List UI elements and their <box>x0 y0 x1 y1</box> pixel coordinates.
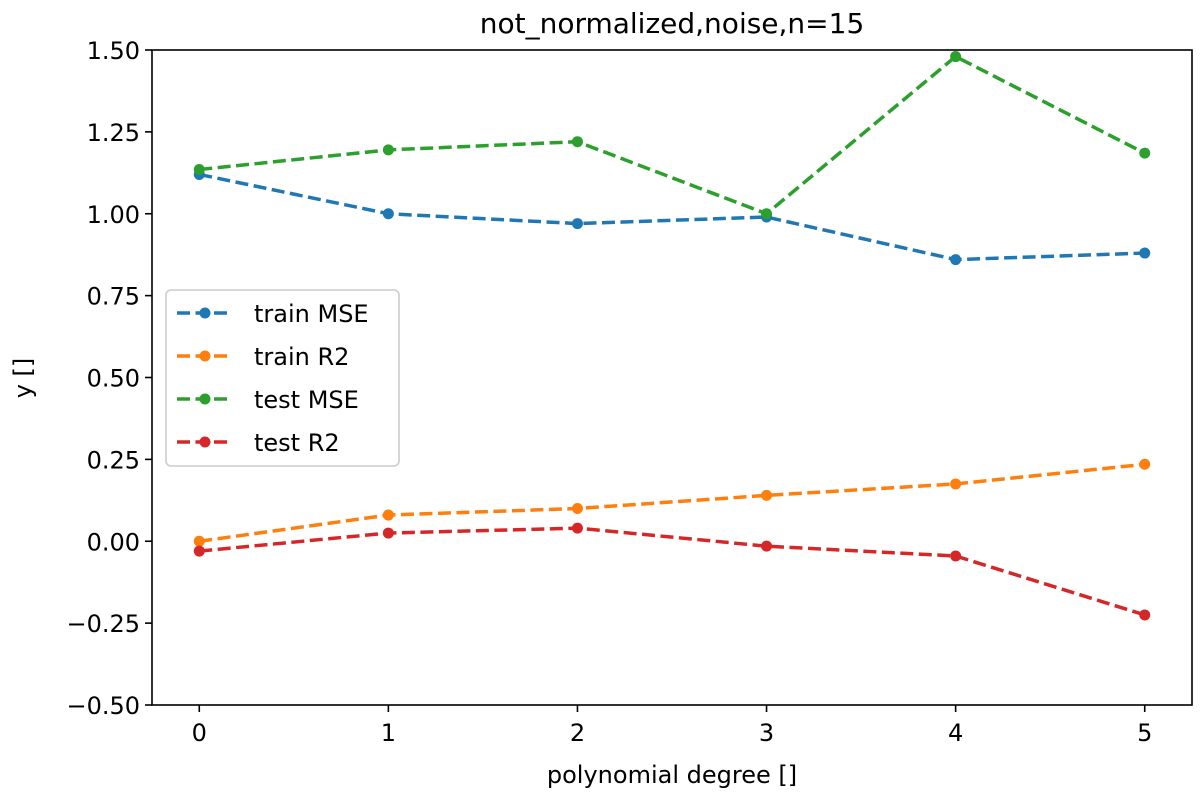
x-tick-label: 5 <box>1137 719 1152 747</box>
x-tick-label: 1 <box>381 719 396 747</box>
y-tick-label: 1.50 <box>87 37 140 65</box>
data-point-test-mse <box>382 144 394 156</box>
data-point-test-mse <box>193 164 205 176</box>
legend-item-train-mse: train MSE <box>177 300 369 328</box>
y-tick-label: 0.00 <box>87 528 140 556</box>
x-tick-label: 0 <box>192 719 207 747</box>
y-tick-label: 1.00 <box>87 201 140 229</box>
series-test-mse <box>193 51 1151 220</box>
data-point-train-mse <box>1139 247 1151 259</box>
data-point-train-r2 <box>193 535 205 547</box>
legend: train MSE train R2 test MSE test R2 <box>165 289 400 467</box>
y-tick-label: 0.75 <box>87 283 140 311</box>
data-point-test-r2 <box>382 527 394 539</box>
series-line-train-r2 <box>199 462 1145 543</box>
legend-marker <box>199 393 211 405</box>
data-point-train-mse <box>950 254 962 266</box>
legend-marker <box>199 307 211 319</box>
data-point-train-r2 <box>950 478 962 490</box>
axes: 0 1 2 3 4 5 −0.50 −0.25 0.00 0.25 0.50 0.75 1.00 1.25… <box>66 37 1193 747</box>
data-point-train-r2 <box>761 489 773 501</box>
plot-area <box>193 51 1151 621</box>
data-point-test-mse <box>950 51 962 63</box>
x-tick-label: 2 <box>570 719 585 747</box>
series-train-r2 <box>193 458 1151 547</box>
data-point-test-r2 <box>1139 609 1151 621</box>
data-point-train-r2 <box>1139 458 1151 470</box>
x-tick-label: 4 <box>948 719 963 747</box>
y-tick-label: 1.25 <box>87 119 140 147</box>
legend-label: test R2 <box>254 429 340 457</box>
legend-marker <box>199 436 211 448</box>
series-line-test-r2 <box>199 526 1146 617</box>
legend-item-test-mse: test MSE <box>177 386 359 414</box>
x-tick-label: 3 <box>759 719 774 747</box>
y-tick-label: 0.50 <box>87 365 140 393</box>
legend-item-train-r2: train R2 <box>177 343 349 371</box>
y-tick-label: −0.50 <box>66 692 140 720</box>
chart-title: not_normalized,noise,n=15 <box>480 7 865 40</box>
data-point-test-mse <box>761 208 773 220</box>
legend-label: train MSE <box>254 300 369 328</box>
series-line-train-mse <box>198 172 1145 262</box>
legend-box <box>165 289 400 467</box>
data-point-train-r2 <box>382 509 394 521</box>
x-axis-label: polynomial degree [] <box>547 761 797 789</box>
series-train-mse <box>193 168 1151 266</box>
data-point-train-mse <box>571 218 583 230</box>
data-point-test-r2 <box>571 522 583 534</box>
y-axis-label: y [] <box>9 358 37 399</box>
y-tick-label: −0.25 <box>66 610 140 638</box>
legend-label: train R2 <box>254 343 349 371</box>
data-point-train-r2 <box>571 503 583 514</box>
data-point-test-mse <box>1139 147 1151 159</box>
data-point-test-r2 <box>193 545 205 557</box>
series-test-r2 <box>193 522 1151 621</box>
legend-item-test-r2: test R2 <box>177 429 340 457</box>
data-point-test-r2 <box>950 550 962 562</box>
data-point-train-mse <box>382 208 394 220</box>
data-point-test-r2 <box>761 540 773 552</box>
y-tick-label: 0.25 <box>87 446 140 474</box>
legend-label: test MSE <box>254 386 359 414</box>
data-point-test-mse <box>571 136 583 148</box>
series-line-test-mse <box>199 54 1146 216</box>
legend-marker <box>199 350 211 362</box>
